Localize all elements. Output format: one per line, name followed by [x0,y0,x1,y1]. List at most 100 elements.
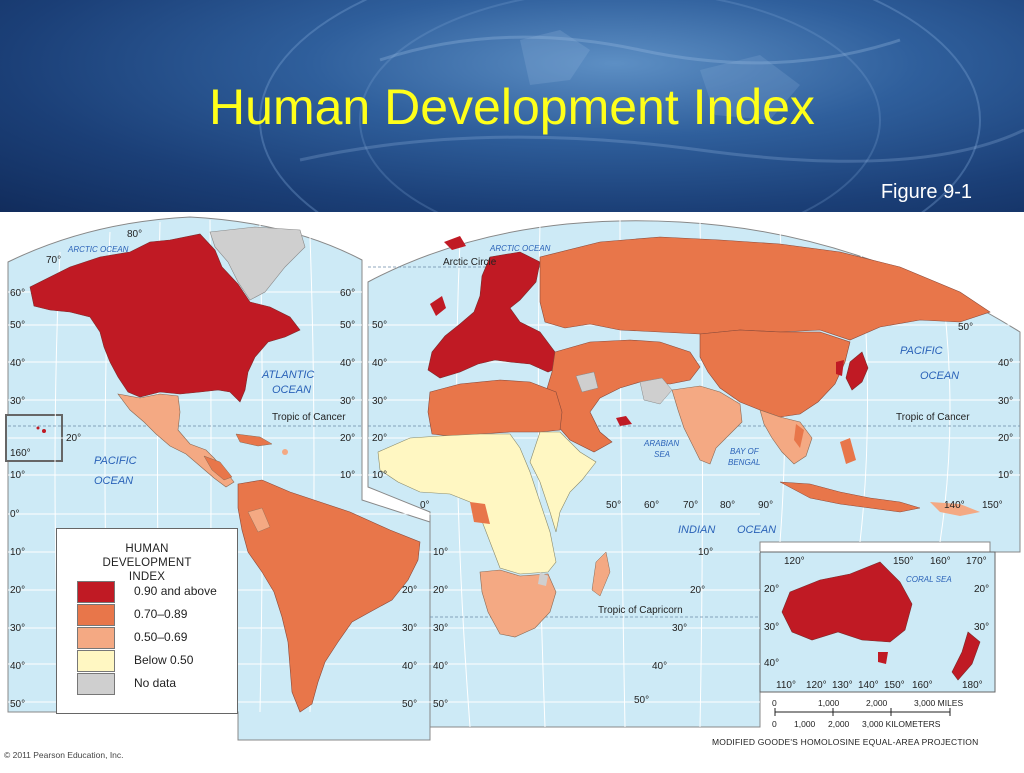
lat-label-mid-5: 10° [340,470,356,481]
legend-swatch-mid [77,604,115,626]
lat-label-left-6: 0° [10,509,20,520]
country-north-america-high [29,233,301,403]
legend-item-low: 0.50–0.69 [77,627,232,649]
lat-label-left-8: 20° [10,585,26,596]
lat-label-left-0: 60° [10,288,26,299]
lon-label-150: 150° [982,500,1003,511]
label-coral-sea: CORAL SEA [906,575,952,584]
label-arctic-circle: Arctic Circle [443,257,497,268]
scale-miles-3000: 3,000 MILES [914,698,964,708]
lat-label-indian-0: 10° [698,547,714,558]
lat-label-africa-4: 50° [433,699,449,710]
aus-lon-bottom-130: 130° [832,680,853,691]
legend-label-high: 0.90 and above [134,584,217,598]
lat-label-eurasia-2: 30° [372,396,388,407]
lat-label-80: 80° [127,229,143,240]
lon-label-70: 70° [683,500,699,511]
country-iraq [575,371,599,393]
lat-label-indian-1: 20° [690,585,706,596]
figure-number: Figure 9-1 [880,181,972,203]
country-australia [781,561,913,643]
lat-label-left-1: 50° [10,320,26,331]
lon-label-50: 50° [606,500,622,511]
legend-item-nodata: No data [77,673,232,695]
lat-label-left-11: 50° [10,699,26,710]
aus-lat-20: 20° [764,584,780,595]
country-madagascar [591,551,611,597]
lat-label-sam-1: 30° [402,623,418,634]
country-indonesia [779,481,921,513]
lat-label-eurasia-0: 50° [372,320,388,331]
country-new-zealand [951,631,981,681]
lat-label-africa-3: 40° [433,661,449,672]
lat-label-right-3: 10° [998,470,1014,481]
scale-miles-0: 0 [772,698,777,708]
aus-lat-30: 30° [764,622,780,633]
lat-label-africa-0: 10° [433,547,449,558]
legend-item-high: 0.90 and above [77,581,232,603]
lat-label-eurasia-1: 40° [372,358,388,369]
aus-lon-bottom-150: 150° [884,680,905,691]
lat-label-mid-0: 60° [340,288,356,299]
legend-title-text: HUMAN DEVELOPMENT INDEX [102,543,192,583]
lon-label-90: 90° [758,500,774,511]
aus-lon-bottom-110: 110° [776,680,796,691]
lat-label-left-5: 10° [10,470,26,481]
lat-label-left-7: 10° [10,547,26,558]
label-arabian-sea-2: SEA [654,450,671,459]
label-bay-of-bengal-2: BENGAL [728,458,761,467]
label-arctic-ocean-right: ARCTIC OCEAN [490,244,551,253]
label-indian-ocean-1: INDIAN [678,524,716,536]
label-atlantic-ocean-1: ATLANTIC [262,369,315,381]
label-pacific-ocean-left-1: PACIFIC [94,455,137,467]
country-east-africa [529,431,597,533]
copyright-notice: © 2011 Pearson Education, Inc. [4,750,124,760]
label-pacific-ocean-left-2: OCEAN [94,475,134,487]
lat-label-sam-0: 20° [402,585,418,596]
lat-label-eurasia-3: 20° [372,433,388,444]
title-banner: Human Development Index Figure 9-1 [0,0,1024,212]
legend-item-verylow: Below 0.50 [77,650,232,672]
legend-label-low: 0.50–0.69 [134,630,188,644]
country-north-africa [427,379,563,437]
lat-label-right-1: 30° [998,396,1014,407]
banner-globe-texture [259,0,1024,212]
caribbean-islands [235,433,273,447]
lat-label-indian-4: 50° [634,695,650,706]
aus-lon-120: 120° [784,556,805,567]
label-indian-ocean-2: OCEAN [737,524,777,536]
aus-lat-right-20: 20° [974,584,990,595]
scale-km-2000: 2,000 [828,719,850,729]
scale-km-0: 0 [772,719,777,729]
scale-km-1000: 1,000 [794,719,816,729]
lon-label-80: 80° [720,500,736,511]
label-tropic-of-capricorn: Tropic of Capricorn [598,605,683,616]
legend-swatch-nodata [77,673,115,695]
country-china [699,329,851,418]
country-west-africa-low [377,433,557,575]
label-atlantic-ocean-2: OCEAN [272,384,312,396]
label-pacific-ocean-right-2: OCEAN [920,370,960,382]
label-tropic-of-cancer-left: Tropic of Cancer [272,412,346,423]
country-europe-high [427,251,561,379]
aus-lon-bottom-120: 120° [806,680,827,691]
lat-label-mid-1: 50° [340,320,356,331]
legend-swatch-low [77,627,115,649]
aus-lon-170: 170° [966,556,987,567]
country-india [671,385,743,465]
aus-lon-160: 160° [930,556,951,567]
country-japan [845,351,869,391]
aus-lon-150: 150° [893,556,914,567]
label-arabian-sea-1: ARABIAN [644,439,680,448]
page-title: Human Development Index [209,79,815,135]
lon-label-60: 60° [644,500,660,511]
lat-label-left-3: 30° [10,396,26,407]
legend-swatch-high [77,581,115,603]
lat-label-mid-4: 20° [340,433,356,444]
lon-label-140: 140° [944,500,965,511]
lat-label-left-2: 40° [10,358,26,369]
country-southeast-asia [759,409,813,465]
scale-miles-1000: 1,000 [818,698,840,708]
label-arctic-ocean-left: ARCTIC OCEAN [68,245,129,254]
lat-label-hawaii-20: 20° [66,433,82,444]
